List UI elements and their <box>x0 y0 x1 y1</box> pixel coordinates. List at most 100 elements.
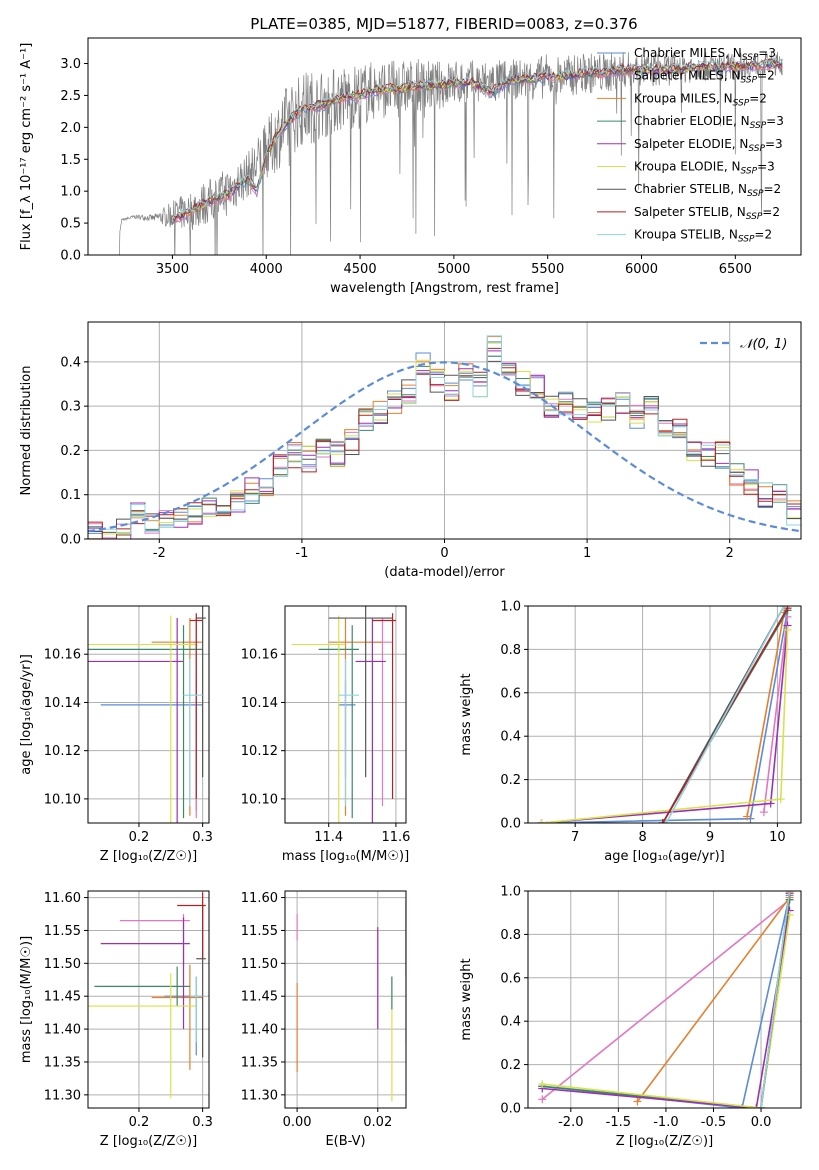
age-vs-z-ytick-label: 10.12 <box>44 744 81 759</box>
spectrum-xtick-label: 3500 <box>156 262 189 277</box>
age-vs-mass-ytick-label: 10.12 <box>241 744 278 759</box>
residual-histogram-ytick-label: 0.3 <box>60 400 81 415</box>
residual-histogram-xlabel: (data-model)/error <box>384 565 505 580</box>
spectrum-xtick-label: 6000 <box>625 262 658 277</box>
spectrum-xtick-label: 4500 <box>344 262 377 277</box>
mass-vs-ebv-xtick-label: 0.00 <box>283 1115 312 1130</box>
mass-weight-vs-z-ytick-label: 0.6 <box>500 971 521 986</box>
spectrum-ytick-label: 1.0 <box>60 185 81 200</box>
mass-weight-line <box>541 610 789 823</box>
mass-weight-vs-z-xtick-label: 0.0 <box>751 1115 772 1130</box>
legend-label: Chabrier ELODIE, NSSP=3 <box>634 114 784 131</box>
age-vs-z-xtick-label: 0.3 <box>192 830 213 845</box>
histogram-step-line <box>88 335 801 539</box>
residual-histogram-xtick-label: 2 <box>726 546 734 561</box>
mass-vs-z-frame <box>87 890 210 1109</box>
mass-vs-z-ytick-label: 11.60 <box>44 891 81 906</box>
age-vs-z-plot-area <box>88 606 206 823</box>
age-vs-z-ytick-label: 10.14 <box>44 696 81 711</box>
mass-weight-vs-z-ytick-label: 0.0 <box>500 1102 521 1117</box>
mass-vs-ebv-grid <box>285 891 406 1108</box>
residual-histogram-xtick-label: 0 <box>440 546 448 561</box>
spectrum-plot-area <box>116 51 783 255</box>
legend-label: Kroupa MILES, NSSP=2 <box>634 91 767 108</box>
spectrum-panel: 3500 4000 4500 5000 5500 6000 6500 0.0 0.5 1.0 1.5… <box>19 37 802 296</box>
mass-vs-z-ytick-label: 11.30 <box>44 1088 81 1103</box>
residual-histogram-ytick-label: 0.2 <box>60 444 81 459</box>
residual-histogram-ytick-label: 0.4 <box>60 355 81 370</box>
mass-vs-ebv-frame <box>284 890 407 1109</box>
mass-vs-z-ytick-label: 11.40 <box>44 1023 81 1038</box>
spectrum-ytick-label: 0.5 <box>60 217 81 232</box>
mass-vs-ebv-panel: 0.00 0.02 11.30 11.35 11.40 11.45 11.50 11.55 11… <box>241 890 407 1149</box>
spectrum-ytick-label: 1.5 <box>60 153 81 168</box>
age-vs-mass-xlabel: mass [log₁₀(M/M☉)] <box>282 849 409 864</box>
age-vs-z-grid <box>88 606 209 823</box>
mass-vs-ebv-ytick-label: 11.55 <box>241 924 278 939</box>
residual-histogram-xtick-label: 1 <box>583 546 591 561</box>
mass-vs-ebv-ytick-label: 11.35 <box>241 1055 278 1070</box>
mass-weight-vs-age-frame <box>527 605 802 824</box>
mass-weight-vs-z-ytick-label: 0.4 <box>500 1015 521 1030</box>
legend-label: Chabrier STELIB, NSSP=2 <box>634 182 781 199</box>
mass-vs-ebv-ytick-label: 11.50 <box>241 957 278 972</box>
mass-weight-vs-age-xtick-label: 8 <box>638 830 646 845</box>
spectrum-ytick-label: 3.0 <box>60 57 81 72</box>
age-vs-z-ytick-label: 10.16 <box>44 648 81 663</box>
mass-weight-vs-z-xlabel: Z [log₁₀(Z/Z☉)] <box>616 1134 713 1149</box>
spectrum-xtick-label: 5500 <box>531 262 564 277</box>
mass-weight-vs-age-plot-area <box>537 606 792 823</box>
residual-histogram-ytick-label: 0.1 <box>60 488 81 503</box>
mass-weight-vs-z-ylabel: mass weight <box>459 958 474 1040</box>
spectrum-xlabel: wavelength [Angstrom, rest frame] <box>330 281 559 296</box>
age-vs-z-frame <box>87 605 210 824</box>
mass-weight-vs-age-xtick-label: 7 <box>571 830 579 845</box>
age-vs-z-ylabel: age [log₁₀(age/yr)] <box>19 654 34 775</box>
figure-title: PLATE=0385, MJD=51877, FIBERID=0083, z=0… <box>250 15 637 33</box>
residual-histogram-ylabel: Normed distribution <box>19 366 34 496</box>
legend-label: Salpeter ELODIE, NSSP=3 <box>634 137 783 154</box>
mass-weight-line <box>542 914 791 1108</box>
spectrum-xtick-label: 5000 <box>437 262 470 277</box>
mass-weight-line <box>760 891 791 1108</box>
mass-vs-z-ytick-label: 11.35 <box>44 1055 81 1070</box>
residual-histogram-frame <box>87 321 802 540</box>
age-vs-z-xtick-label: 0.2 <box>129 830 150 845</box>
legend-label: Kroupa STELIB, NSSP=2 <box>634 228 772 245</box>
spectrum-frame <box>87 37 802 256</box>
spectrum-ylabel: Flux [f_λ 10⁻¹⁷ erg cm⁻² s⁻¹ A⁻¹] <box>19 43 34 251</box>
age-vs-mass-plot-area <box>291 606 396 823</box>
spectrum-ytick-label: 2.0 <box>60 121 81 136</box>
age-vs-mass-frame <box>284 605 407 824</box>
age-vs-mass-panel: 11.4 11.6 10.10 10.12 10.14 10.16 mass [log₁₀(… <box>241 605 410 864</box>
mass-vs-z-xlabel: Z [log₁₀(Z/Z☉)] <box>100 1134 197 1149</box>
normal-curve <box>88 361 801 533</box>
mass-weight-line <box>665 606 785 823</box>
mass-weight-vs-age-panel: 7 8 9 10 0.0 0.2 0.4 0.6 0.8 1.0 age [log₁₀(age/yr… <box>459 600 802 864</box>
mass-weight-vs-z-panel: -2.0 -1.5 -1.0 -0.5 0.0 0.0 0.2 0.4 0.6 0.8 1.0 Z [… <box>459 885 802 1149</box>
mass-vs-z-plot-area <box>88 892 206 1099</box>
mass-vs-z-ylabel: mass [log₁₀(M/M☉)] <box>19 936 34 1063</box>
mass-vs-ebv-ytick-label: 11.60 <box>241 891 278 906</box>
mass-vs-z-grid <box>88 891 209 1108</box>
mass-weight-vs-age-ytick-label: 0.6 <box>500 686 521 701</box>
mass-weight-vs-z-plot-area <box>538 891 794 1108</box>
legend-label: 𝒩(0, 1) <box>740 337 787 352</box>
plots: 3500 4000 4500 5000 5500 6000 6500 0.0 0.5 1.0 1.5… <box>19 37 802 1149</box>
mass-weight-vs-z-xtick-label: -2.0 <box>558 1115 583 1130</box>
mass-vs-z-ytick-label: 11.45 <box>44 990 81 1005</box>
mass-weight-vs-age-ytick-label: 0.4 <box>500 730 521 745</box>
age-vs-z-xlabel: Z [log₁₀(Z/Z☉)] <box>100 849 197 864</box>
age-vs-mass-ytick-label: 10.16 <box>241 648 278 663</box>
spectrum-xtick-label: 6500 <box>719 262 752 277</box>
spectrum-xtick-label: 4000 <box>250 262 283 277</box>
mass-vs-ebv-plot-area <box>296 900 406 1102</box>
mass-weight-vs-z-ytick-label: 1.0 <box>500 885 521 900</box>
mass-weight-vs-z-ytick-label: 0.8 <box>500 928 521 943</box>
mass-weight-vs-age-xtick-label: 10 <box>769 830 786 845</box>
legend-label: Kroupa ELODIE, NSSP=3 <box>634 160 775 177</box>
mass-weight-vs-age-grid <box>528 605 801 824</box>
residual-histogram-plot-area <box>88 335 801 539</box>
age-vs-mass-ytick-label: 10.14 <box>241 696 278 711</box>
